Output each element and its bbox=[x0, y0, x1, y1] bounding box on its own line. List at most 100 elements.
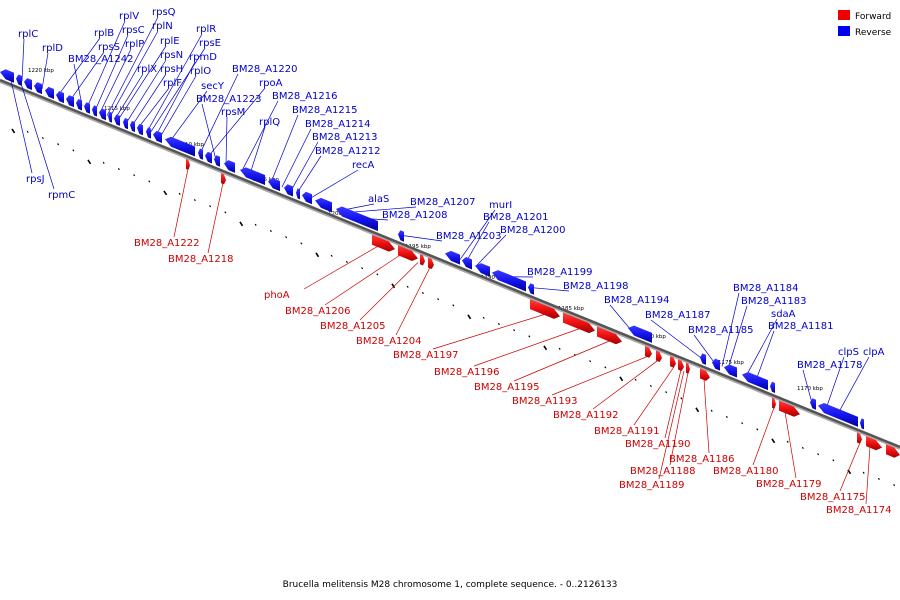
reverse-gene-block bbox=[860, 418, 864, 430]
gene-label-rplv: rplV bbox=[119, 11, 139, 22]
gene-label-alas: alaS bbox=[368, 194, 389, 205]
leader-line bbox=[802, 369, 813, 404]
leader-line bbox=[109, 30, 159, 118]
scale-dash bbox=[391, 283, 396, 289]
leader-line bbox=[146, 33, 203, 133]
scale-dash bbox=[741, 422, 744, 425]
leader-line bbox=[395, 267, 431, 336]
leader-line bbox=[69, 51, 105, 101]
scale-dash bbox=[315, 252, 320, 258]
leader-line bbox=[249, 126, 266, 175]
legend-reverse-swatch bbox=[838, 26, 850, 36]
leader-line bbox=[207, 87, 266, 158]
gene-label-bm28-a1201: BM28_A1201 bbox=[483, 212, 549, 223]
scale-dash bbox=[786, 440, 789, 443]
scale-dash bbox=[376, 273, 379, 276]
gene-label-reca: recA bbox=[352, 160, 375, 171]
scale-dash bbox=[209, 205, 212, 208]
reverse-gene-block bbox=[240, 167, 265, 186]
reverse-gene-block bbox=[462, 257, 472, 270]
gene-label-bm28-a1203: BM28_A1203 bbox=[436, 231, 502, 242]
reverse-gene-block bbox=[336, 206, 378, 232]
forward-gene-block bbox=[428, 257, 434, 269]
gene-label-bm28-a1191: BM28_A1191 bbox=[594, 426, 660, 437]
scale-dash bbox=[695, 407, 700, 413]
leader-line bbox=[125, 59, 167, 124]
leader-line bbox=[825, 356, 845, 409]
gene-label-secy: secY bbox=[201, 81, 225, 92]
reverse-gene-labels: rplC rplD rplB rpsS rplV rpsC rplP rpsQ rplN rplX… bbox=[18, 7, 885, 371]
reverse-gene-block bbox=[165, 136, 195, 157]
gene-label-bm28-a1205: BM28_A1205 bbox=[320, 321, 386, 332]
leader-line bbox=[669, 372, 689, 466]
forward-gene-block bbox=[597, 326, 622, 345]
gene-label-rpsh: rpsH bbox=[160, 64, 183, 75]
gene-label-bm28-a1195: BM28_A1195 bbox=[474, 382, 540, 393]
leader-line bbox=[9, 76, 33, 174]
reverse-gene-block bbox=[45, 86, 54, 100]
reverse-gene-block bbox=[628, 325, 652, 343]
reverse-gene-block bbox=[724, 364, 737, 378]
gene-label-rpse: rpsE bbox=[199, 38, 221, 49]
gene-label-rpsq: rpsQ bbox=[152, 7, 176, 18]
gene-label-rpsj: rpsJ bbox=[26, 174, 45, 185]
scale-dash bbox=[148, 180, 151, 183]
leader-line bbox=[94, 34, 129, 111]
gene-label-bm28-a1188: BM28_A1188 bbox=[630, 466, 696, 477]
gene-label-rpld: rplD bbox=[42, 43, 63, 54]
gene-label-bm28-a1212: BM28_A1212 bbox=[315, 146, 381, 157]
leader-line bbox=[745, 318, 778, 377]
forward-gene-block bbox=[221, 173, 226, 185]
reverse-gene-block bbox=[137, 123, 143, 136]
reverse-gene-block bbox=[0, 69, 14, 83]
leader-line bbox=[465, 221, 490, 263]
leader-line bbox=[169, 90, 208, 142]
gene-label-rplb: rplB bbox=[94, 28, 114, 39]
forward-gene-block bbox=[398, 245, 418, 262]
reverse-gene-block bbox=[398, 230, 404, 242]
scale-dash bbox=[26, 130, 29, 133]
leader-line bbox=[201, 103, 217, 161]
leader-line bbox=[19, 80, 55, 190]
forward-gene-block bbox=[886, 444, 900, 458]
leader-line bbox=[755, 330, 775, 381]
leader-line bbox=[159, 75, 197, 138]
scale-dash bbox=[604, 366, 607, 369]
scale-dash bbox=[665, 391, 668, 394]
scale-dash bbox=[421, 291, 424, 295]
leader-line bbox=[658, 370, 685, 480]
forward-gene-labels: BM28_A1222 BM28_A1218 phoA BM28_A1206 BM28_A… bbox=[134, 238, 892, 516]
scale-dash bbox=[756, 428, 759, 431]
reverse-gene-block bbox=[742, 372, 768, 391]
scale-dash bbox=[893, 484, 896, 487]
gene-label-bm28-a1208: BM28_A1208 bbox=[382, 210, 448, 221]
scale-dash bbox=[482, 316, 485, 319]
reverse-gene-block bbox=[224, 160, 235, 173]
leader-line bbox=[149, 47, 206, 134]
gene-label-rplf: rplF bbox=[163, 78, 182, 89]
leader-line bbox=[703, 379, 710, 454]
scale-dash bbox=[163, 190, 168, 196]
tick-label: 1175 kbp bbox=[718, 360, 744, 366]
forward-gene-block bbox=[857, 432, 862, 444]
scale-dash bbox=[497, 322, 500, 326]
gene-label-clpa: clpA bbox=[863, 347, 885, 358]
gene-label-bm28-a1186: BM28_A1186 bbox=[669, 454, 735, 465]
scale-dash bbox=[771, 438, 776, 444]
leader-line bbox=[270, 114, 299, 183]
scale-dash bbox=[254, 223, 257, 226]
leader-line bbox=[309, 169, 359, 199]
gene-label-bm28-a1185: BM28_A1185 bbox=[688, 325, 754, 336]
gene-label-rpmc: rpmC bbox=[48, 190, 75, 201]
gene-label-bm28-a1180: BM28_A1180 bbox=[713, 466, 779, 477]
scale-dash bbox=[11, 128, 16, 134]
leader-line bbox=[99, 48, 132, 113]
gene-label-phoa: phoA bbox=[264, 290, 290, 301]
reverse-gene-block bbox=[296, 188, 300, 200]
reverse-genes bbox=[0, 69, 864, 430]
leader-line bbox=[117, 45, 167, 121]
leader-line bbox=[41, 52, 49, 90]
legend-reverse-label: Reverse bbox=[855, 28, 892, 38]
gene-label-bm28-a1223: BM28_A1223 bbox=[196, 94, 262, 105]
gene-label-rplq: rplQ bbox=[259, 117, 280, 128]
